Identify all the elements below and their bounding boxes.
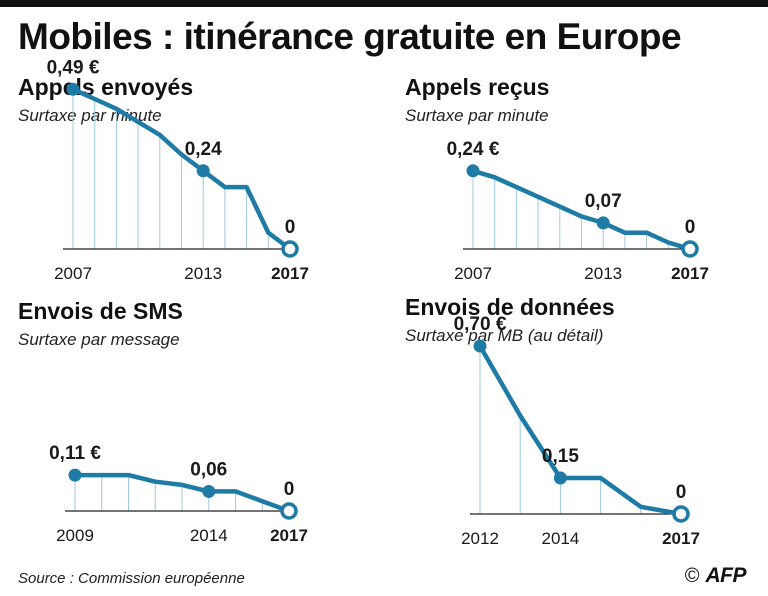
panel-subtitle-calls-received: Surtaxe par minute [405,106,549,125]
panel-title-calls-sent: Appels envoyés [18,74,194,100]
calls-received-tick-label: 2017 [671,264,709,283]
data-tick-label: 2014 [541,529,579,548]
page-title: Mobiles : itinérance gratuite en Europe [18,16,682,57]
data-tick-label: 2017 [662,529,700,548]
calls-sent-value-label: 0,24 [185,139,222,160]
data-point-marker [473,339,487,353]
agency-credit: © AFP [684,564,747,588]
calls-received-tick-label: 2007 [454,264,492,283]
calls-received-end-marker [681,240,699,258]
calls-sent-value-label: 0 [285,217,296,238]
sms-tick-label: 2014 [190,526,228,545]
calls-received-value-label: 0,07 [585,191,622,212]
sms-point-marker [68,468,82,482]
data-value-label: 0 [676,482,687,503]
sms-tick-label: 2009 [56,526,94,545]
panel-title-sms: Envois de SMS [18,298,183,324]
sms-point-marker [202,484,216,498]
panel-subtitle-sms: Surtaxe par message [18,330,180,349]
calls-sent-point-marker [66,82,80,96]
sms-value-label: 0 [284,479,295,500]
panel-subtitle-data: Surtaxe par MB (au détail) [405,326,604,345]
data-value-label: 0,15 [542,446,579,467]
data-end-marker [672,505,690,523]
calls-received-point-marker [466,164,480,178]
panel-title-data: Envois de données [405,294,615,320]
data-point-marker [553,471,567,485]
data-series-line [477,343,684,517]
calls-sent-end-marker [281,240,299,258]
calls-received-series-line [470,168,693,252]
calls-received-point-marker [596,216,610,230]
sms-series-line [72,472,292,514]
afp-logo: AFP [705,564,747,587]
data-tick-label: 2012 [461,529,499,548]
data-value-label: 0,70 € [454,314,507,335]
calls-sent-value-label: 0,49 € [47,57,100,78]
source-note: Source : Commission européenne [18,570,245,587]
calls-sent-tick-label: 2017 [271,264,309,283]
calls-received-tick-label: 2013 [584,264,622,283]
copyright-symbol: © [684,564,700,587]
panel-title-calls-received: Appels reçus [405,74,550,100]
calls-sent-point-marker [196,164,210,178]
calls-sent-series-line [70,87,293,252]
calls-received-value-label: 0 [685,217,696,238]
calls-received-value-label: 0,24 € [447,139,500,160]
top-rule [0,0,768,7]
sms-value-label: 0,11 € [49,443,101,464]
calls-sent-tick-label: 2007 [54,264,92,283]
calls-sent-tick-label: 2013 [184,264,222,283]
sms-tick-label: 2017 [270,526,308,545]
sms-value-label: 0,06 [190,459,227,480]
panel-subtitle-calls-sent: Surtaxe par minute [18,106,162,125]
sms-end-marker [280,502,298,520]
